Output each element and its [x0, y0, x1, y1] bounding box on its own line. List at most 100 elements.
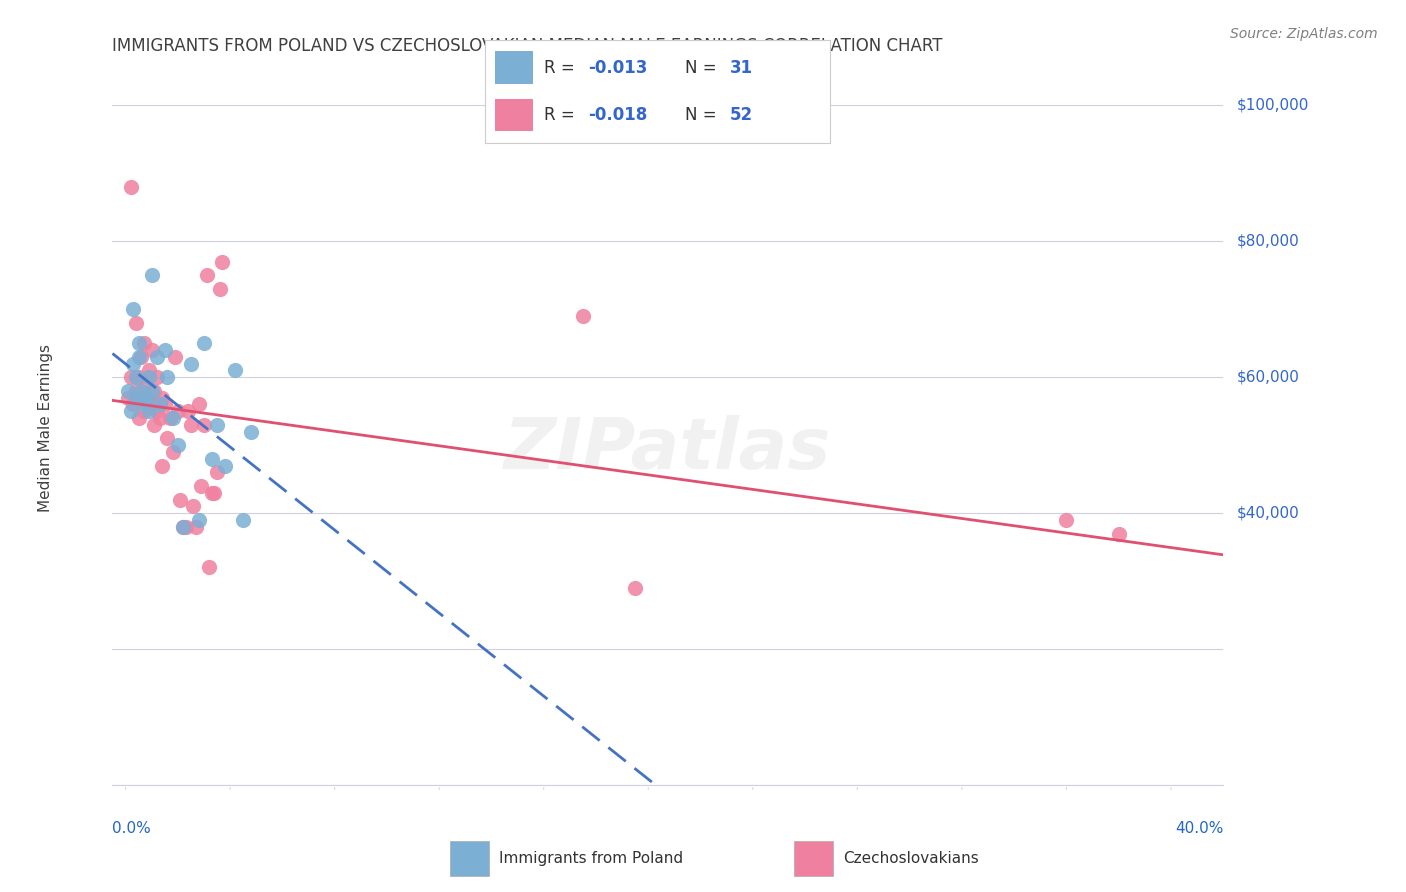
FancyBboxPatch shape — [794, 841, 832, 876]
Point — [135, 391, 157, 405]
Point — [146, 350, 169, 364]
Point — [128, 350, 150, 364]
Point — [172, 519, 194, 533]
Point — [125, 391, 148, 405]
Point — [195, 268, 218, 283]
Point — [201, 485, 224, 500]
Text: $100,000: $100,000 — [1236, 98, 1309, 113]
Text: $80,000: $80,000 — [1236, 234, 1299, 249]
Text: IMMIGRANTS FROM POLAND VS CZECHOSLOVAKIAN MEDIAN MALE EARNINGS CORRELATION CHART: IMMIGRANTS FROM POLAND VS CZECHOSLOVAKIA… — [112, 37, 943, 54]
Point — [165, 350, 187, 364]
Point — [202, 485, 225, 500]
Point — [624, 581, 647, 595]
Point — [138, 404, 160, 418]
Point — [162, 445, 184, 459]
Point — [120, 370, 142, 384]
Point — [138, 397, 160, 411]
Point — [177, 404, 200, 418]
Point — [120, 180, 142, 194]
Text: Immigrants from Poland: Immigrants from Poland — [499, 851, 683, 866]
Text: 52: 52 — [730, 106, 752, 124]
Text: ZIPatlas: ZIPatlas — [505, 415, 831, 484]
Text: 40.0%: 40.0% — [1175, 821, 1223, 836]
Point — [162, 411, 184, 425]
Point — [141, 384, 163, 398]
Text: Source: ZipAtlas.com: Source: ZipAtlas.com — [1230, 27, 1378, 41]
Point — [184, 519, 207, 533]
Point — [572, 309, 595, 323]
Text: R =: R = — [544, 59, 579, 77]
Point — [143, 417, 166, 432]
Point — [190, 479, 212, 493]
Point — [129, 384, 152, 398]
Point — [172, 519, 194, 533]
Point — [141, 343, 163, 357]
Point — [198, 560, 221, 574]
Point — [169, 492, 191, 507]
Point — [153, 397, 176, 411]
Point — [135, 391, 157, 405]
Point — [180, 417, 202, 432]
Point — [141, 397, 163, 411]
Point — [146, 404, 169, 418]
Text: R =: R = — [544, 106, 579, 124]
Point — [129, 391, 152, 405]
Point — [208, 282, 231, 296]
Point — [125, 370, 148, 384]
Point — [174, 519, 197, 533]
Point — [122, 357, 145, 371]
Point — [117, 384, 139, 398]
Point — [156, 431, 179, 445]
Point — [156, 370, 179, 384]
Point — [224, 363, 246, 377]
Point — [201, 451, 224, 466]
Text: $60,000: $60,000 — [1236, 369, 1299, 384]
Point — [138, 363, 160, 377]
Point — [132, 336, 155, 351]
Point — [148, 411, 170, 425]
Text: $40,000: $40,000 — [1236, 506, 1299, 521]
Point — [240, 425, 263, 439]
Point — [128, 411, 150, 425]
Point — [211, 254, 233, 268]
Text: -0.013: -0.013 — [588, 59, 648, 77]
Point — [125, 384, 148, 398]
Text: N =: N = — [685, 106, 721, 124]
Text: N =: N = — [685, 59, 721, 77]
Point — [122, 397, 145, 411]
Point — [159, 411, 181, 425]
Point — [205, 417, 228, 432]
Point — [117, 391, 139, 405]
Point — [214, 458, 236, 473]
Point — [146, 370, 169, 384]
Point — [143, 384, 166, 398]
Point — [125, 316, 148, 330]
Point — [128, 370, 150, 384]
Point — [1108, 526, 1130, 541]
Text: Median Male Earnings: Median Male Earnings — [38, 344, 53, 512]
Point — [150, 458, 173, 473]
Point — [232, 513, 254, 527]
Text: Czechoslovakians: Czechoslovakians — [844, 851, 980, 866]
Point — [205, 466, 228, 480]
Point — [187, 397, 209, 411]
Point — [180, 357, 202, 371]
Point — [1054, 513, 1077, 527]
FancyBboxPatch shape — [450, 841, 489, 876]
Point — [120, 404, 142, 418]
Point — [128, 336, 150, 351]
Point — [166, 404, 188, 418]
Point — [141, 268, 163, 283]
Point — [129, 350, 152, 364]
FancyBboxPatch shape — [495, 52, 533, 84]
Point — [187, 513, 209, 527]
Point — [132, 404, 155, 418]
Point — [193, 336, 215, 351]
Point — [122, 302, 145, 317]
Point — [138, 370, 160, 384]
Point — [148, 397, 170, 411]
Point — [132, 397, 155, 411]
Point — [193, 417, 215, 432]
Text: 0.0%: 0.0% — [112, 821, 152, 836]
Point — [166, 438, 188, 452]
